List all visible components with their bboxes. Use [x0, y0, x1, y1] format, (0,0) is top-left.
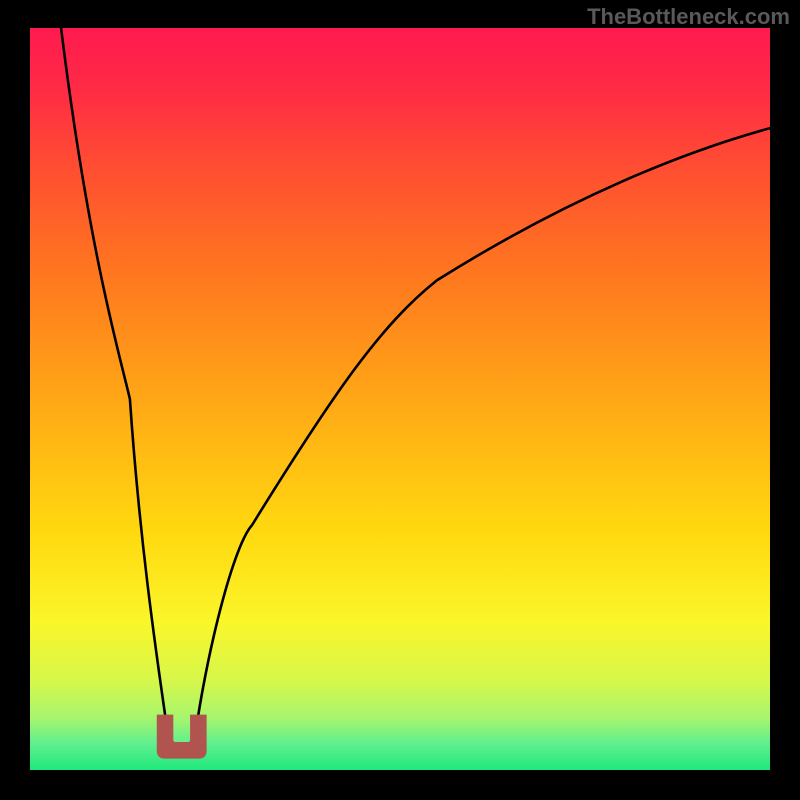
bottleneck-curve-chart: [0, 0, 800, 800]
chart-plot-area: [30, 28, 770, 770]
chart-container: TheBottleneck.com: [0, 0, 800, 800]
